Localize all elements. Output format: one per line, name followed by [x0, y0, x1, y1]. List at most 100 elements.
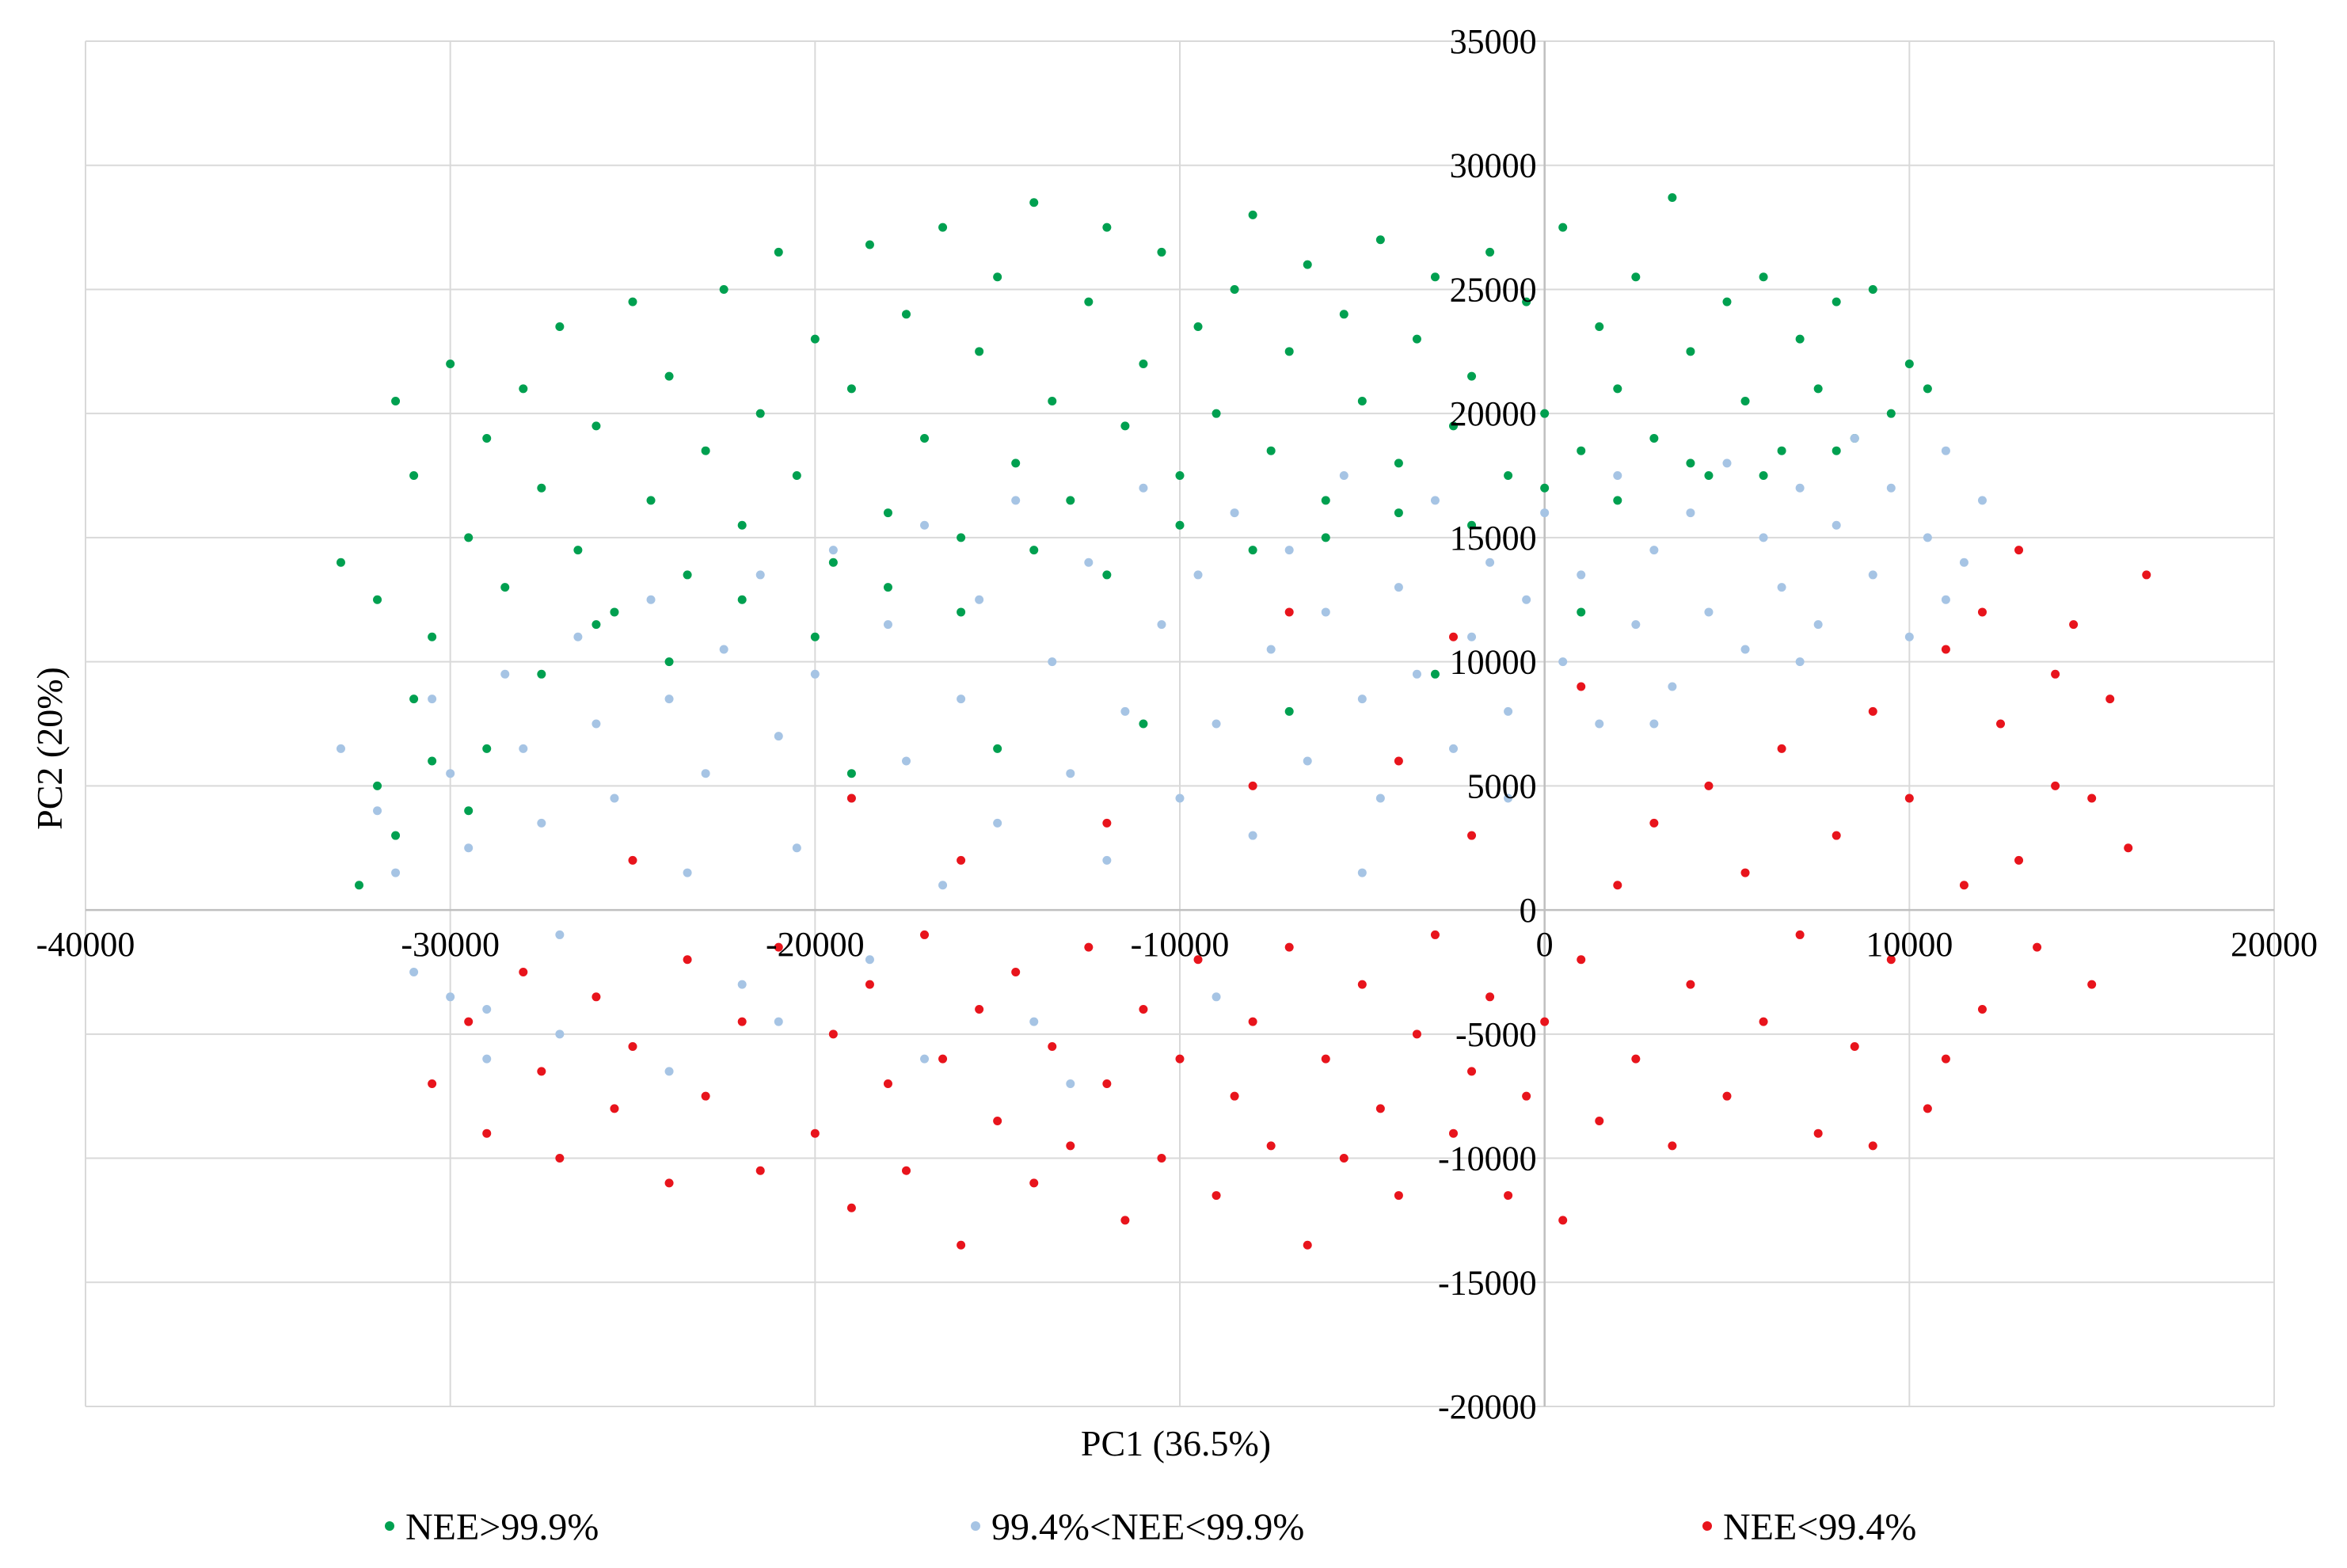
data-point	[628, 297, 637, 306]
data-point	[1977, 607, 1987, 617]
data-point	[1686, 980, 1695, 989]
data-point	[391, 397, 401, 406]
data-point	[464, 1017, 474, 1026]
y-tick-label: 25000	[1450, 270, 1537, 309]
data-point	[1303, 756, 1312, 766]
data-point	[1084, 942, 1094, 952]
data-point	[1558, 223, 1568, 232]
data-point	[519, 744, 528, 753]
data-point	[1795, 657, 1805, 667]
data-point	[664, 1067, 674, 1076]
data-point	[1740, 645, 1750, 654]
data-point	[409, 967, 419, 976]
data-point	[1139, 359, 1148, 368]
data-point	[683, 570, 692, 580]
data-point	[1467, 1067, 1477, 1076]
data-point	[592, 421, 601, 431]
data-point	[1321, 607, 1330, 617]
data-point	[373, 595, 382, 604]
data-point	[774, 732, 783, 741]
data-point	[592, 719, 601, 729]
y-tick-label: 10000	[1450, 643, 1537, 682]
data-point	[1504, 471, 1513, 481]
data-point	[1102, 855, 1112, 865]
data-point	[610, 607, 619, 617]
data-point	[938, 881, 948, 890]
data-point	[1449, 744, 1458, 753]
data-point	[883, 583, 892, 592]
data-point	[1795, 930, 1805, 939]
data-point	[446, 769, 455, 778]
data-point	[519, 384, 528, 394]
data-point	[1248, 210, 1257, 219]
y-axis-title: PC2 (20%)	[29, 667, 70, 830]
data-point	[920, 434, 930, 443]
data-point	[1339, 1154, 1348, 1163]
data-point	[1375, 794, 1385, 803]
data-point	[1704, 607, 1714, 617]
data-point	[464, 806, 474, 816]
x-tick-label: -30000	[401, 925, 500, 964]
data-point	[1394, 1191, 1403, 1201]
data-point	[993, 818, 1002, 828]
data-point	[1722, 297, 1732, 306]
data-point	[664, 695, 674, 704]
data-point	[1467, 520, 1477, 530]
data-point	[1649, 719, 1659, 729]
data-point	[1449, 632, 1458, 641]
legend-item-blue: 99.4%<NEE<99.9%	[971, 1506, 1304, 1548]
legend-label-blue: 99.4%<NEE<99.9%	[991, 1506, 1304, 1548]
data-point	[938, 1054, 948, 1064]
data-point	[1357, 397, 1367, 406]
data-point	[1139, 1004, 1148, 1014]
data-point	[1613, 881, 1622, 890]
data-point	[428, 1079, 437, 1089]
data-point	[1941, 595, 1950, 604]
data-point	[957, 695, 966, 704]
data-point	[519, 967, 528, 976]
data-point	[865, 240, 874, 249]
data-point	[1704, 781, 1714, 790]
data-point	[1904, 794, 1914, 803]
data-point	[610, 794, 619, 803]
data-point	[1029, 1017, 1039, 1026]
data-point	[1577, 607, 1586, 617]
data-point	[1066, 496, 1075, 505]
data-point	[1248, 781, 1257, 790]
data-point	[428, 695, 437, 704]
data-point	[1631, 620, 1641, 630]
data-point	[500, 583, 510, 592]
data-point	[482, 1004, 492, 1014]
x-tick-label: -10000	[1131, 925, 1230, 964]
data-point	[1248, 831, 1257, 840]
series-1	[336, 192, 1932, 890]
series-2	[336, 434, 1987, 1089]
data-point	[1832, 297, 1841, 306]
data-point	[865, 980, 874, 989]
data-point	[1102, 1079, 1112, 1089]
data-point	[1120, 421, 1130, 431]
data-point	[1868, 706, 1877, 716]
data-point	[1284, 706, 1294, 716]
data-point	[1923, 1104, 1932, 1113]
data-point	[883, 508, 892, 518]
tick-labels: -40000 -30000 -20000 -10000 0 10000 20000 -2000…	[36, 22, 2318, 1426]
data-point	[1886, 483, 1896, 493]
data-point	[1011, 459, 1021, 468]
data-point	[1029, 1178, 1039, 1188]
y-tick-label: 35000	[1450, 22, 1537, 61]
data-point	[1084, 297, 1094, 306]
legend-marker-red	[1702, 1521, 1712, 1531]
data-point	[1102, 223, 1112, 232]
data-point	[1595, 1117, 1604, 1126]
data-point	[664, 1178, 674, 1188]
data-point	[920, 930, 930, 939]
data-point	[701, 769, 710, 778]
data-point	[774, 247, 783, 257]
data-point	[1412, 1029, 1421, 1039]
data-point	[2124, 843, 2133, 853]
data-point	[1248, 1017, 1257, 1026]
data-point	[1430, 669, 1440, 679]
data-point	[1595, 719, 1604, 729]
data-point	[1394, 756, 1403, 766]
